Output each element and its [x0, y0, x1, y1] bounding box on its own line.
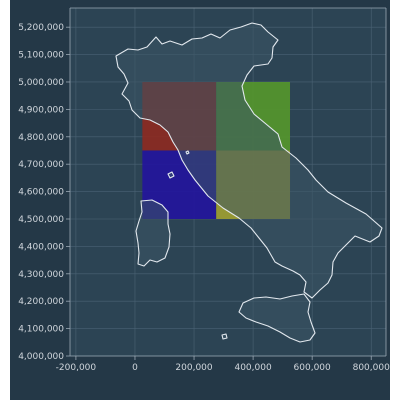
y-tick-label: 4,700,000: [18, 160, 64, 170]
x-tick-label: 800,000: [353, 363, 390, 373]
y-tick-label: 4,100,000: [18, 325, 64, 335]
elba-island: [167, 171, 175, 179]
sicily-outline: [238, 293, 316, 343]
tuscan-islet: [185, 150, 190, 155]
axes: -200,000 0 200,000 400,000 600,000 800,000 4,0…: [18, 7, 390, 373]
y-tick-label: 4,500,000: [18, 215, 64, 225]
x-tick-label: -200,000: [56, 363, 97, 373]
y-tick-label: 4,600,000: [18, 188, 64, 198]
x-tick-label: 0: [132, 363, 138, 373]
malta-islet: [221, 333, 228, 340]
x-tick-label: 200,000: [175, 363, 212, 373]
y-tick-label: 4,900,000: [18, 105, 64, 115]
y-tick-label: 4,200,000: [18, 297, 64, 307]
y-tick-label: 5,000,000: [18, 78, 64, 88]
y-tick-label: 4,800,000: [18, 133, 64, 143]
sardinia-outline: [135, 199, 171, 267]
y-tick-label: 4,400,000: [18, 242, 64, 252]
x-tick-label: 600,000: [294, 363, 331, 373]
x-tick-label: 400,000: [234, 363, 271, 373]
y-tick-label: 4,300,000: [18, 270, 64, 280]
y-tick-label: 4,000,000: [18, 352, 64, 362]
y-tick-label: 5,200,000: [18, 23, 64, 33]
y-tick-label: 5,100,000: [18, 51, 64, 61]
italy-mainland-outline: [115, 22, 383, 299]
map-plot: -200,000 0 200,000 400,000 600,000 800,000 4,0…: [10, 0, 390, 400]
